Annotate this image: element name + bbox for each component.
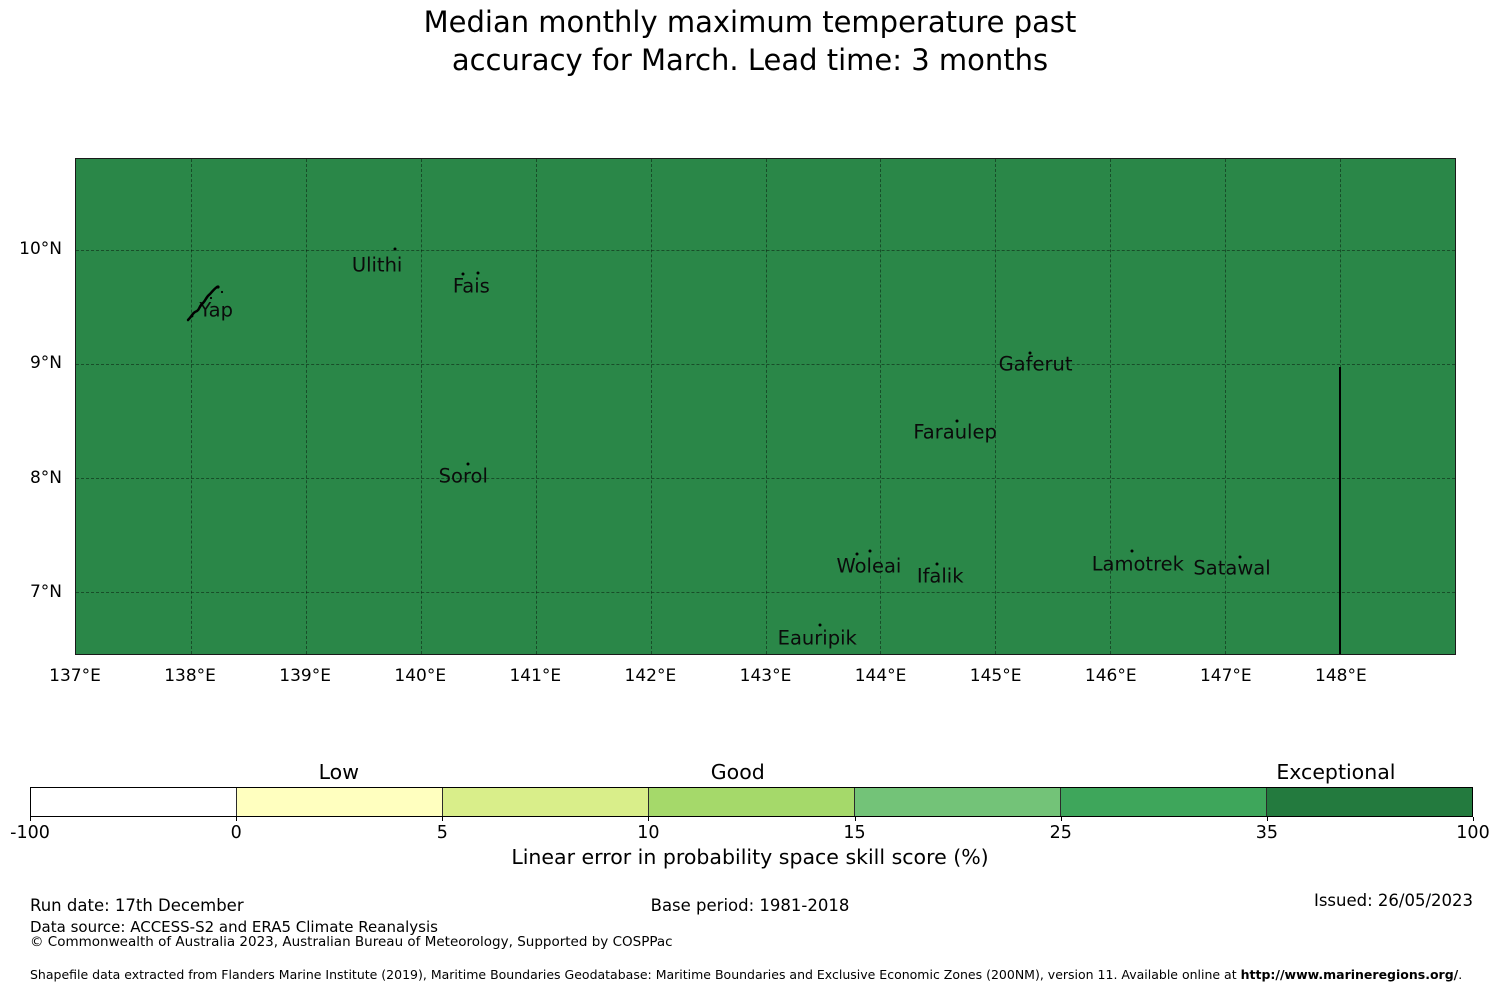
colorbar-segment (1060, 788, 1266, 816)
shapefile-attribution-suffix: . (1458, 967, 1463, 982)
meridian-gridline (1225, 159, 1227, 654)
meridian-gridline (305, 159, 307, 654)
figure-title: Median monthly maximum temperature past … (423, 5, 1077, 77)
colorbar-segment (1266, 788, 1472, 816)
colorbar-category-label: Exceptional (1276, 760, 1396, 784)
copyright-text: © Commonwealth of Australia 2023, Austra… (30, 934, 673, 950)
island-marker-dot (1028, 351, 1032, 355)
colorbar-tick (648, 817, 650, 821)
colorbar-tick (1266, 817, 1268, 821)
island-marker-dot (855, 552, 859, 556)
longitude-axis: 137°E 138°E 139°E 140°E 141°E 142°E 143°E 144°E… (49, 660, 1456, 688)
latitude-tick-label: 8°N (29, 467, 62, 488)
island-marker-dot (461, 272, 465, 276)
colorbar-tick (236, 817, 238, 821)
run-date-text: Run date: 17th December (30, 896, 244, 915)
shapefile-attribution-text: Shapefile data extracted from Flanders M… (30, 967, 1462, 982)
data-source-text: Data source: ACCESS-S2 and ERA5 Climate … (30, 918, 438, 936)
colorbar-tick-label: 10 (637, 823, 660, 843)
meridian-gridline (1110, 159, 1112, 654)
colorbar-tick-label: 35 (1255, 823, 1278, 843)
island-marker-dot (935, 562, 939, 566)
island-label: Ifalik (916, 564, 964, 588)
parallel-gridline (76, 364, 1455, 366)
meridian-gridline (535, 159, 537, 654)
island-label: Gaferut (998, 352, 1073, 376)
base-period-text: Base period: 1981-2018 (650, 896, 850, 915)
longitude-tick-label: 141°E (509, 666, 562, 686)
meridian-gridline (420, 159, 422, 654)
meridian-gridline (650, 159, 652, 654)
island-label: Faraulep (913, 420, 997, 444)
colorbar-segment (648, 788, 854, 816)
longitude-tick-label: 145°E (969, 666, 1022, 686)
issued-date-text: Issued: 26/05/2023 (1313, 891, 1473, 910)
colorbar-segment (31, 788, 236, 816)
map-canvas: Yap Ulithi Fais Sorol Gaferut Faraulep Woleai I… (75, 158, 1456, 655)
colorbar-tick-label: 0 (230, 823, 242, 843)
island-label: Yap (199, 298, 233, 322)
yap-island-outline-icon (186, 285, 224, 322)
colorbar-tick (30, 817, 31, 821)
longitude-tick-label: 147°E (1199, 666, 1252, 686)
colorbar: -100 0 5 10 15 25 35 100 Low Good Exceptional (10, 760, 1490, 863)
island-label: Ulithi (351, 253, 403, 277)
longitude-tick-label: 138°E (164, 666, 216, 686)
parallel-gridline (76, 250, 1455, 252)
island-marker-dot (955, 419, 959, 423)
longitude-tick-label: 137°E (49, 666, 101, 686)
colorbar-tick (854, 817, 856, 821)
longitude-tick-label: 146°E (1084, 666, 1137, 686)
longitude-tick-label: 148°E (1315, 666, 1367, 686)
meridian-gridline (765, 159, 767, 654)
island-label: Satawal (1193, 556, 1271, 580)
colorbar-tick (1473, 817, 1474, 821)
colorbar-tick-label: 25 (1049, 823, 1072, 843)
island-marker-dot (393, 247, 397, 251)
latitude-tick-label: 9°N (29, 353, 62, 374)
colorbar-tick (442, 817, 444, 821)
meridian-gridline (190, 159, 192, 654)
island-label: Lamotrek (1091, 552, 1184, 576)
parallel-gridline (76, 478, 1455, 480)
colorbar-tick (1060, 817, 1062, 821)
longitude-tick-label: 143°E (739, 666, 792, 686)
island-label: Sorol (438, 464, 488, 488)
yap-island-shape (184, 284, 226, 328)
longitude-tick-label: 142°E (624, 666, 677, 686)
shapefile-attribution-body: Shapefile data extracted from Flanders M… (30, 967, 1241, 982)
colorbar-segment (442, 788, 648, 816)
island-marker-dot (476, 271, 480, 275)
colorbar-gradient (30, 787, 1473, 817)
longitude-tick-label: 139°E (279, 666, 332, 686)
colorbar-category-label: Good (710, 760, 765, 784)
longitude-tick-label: 140°E (394, 666, 447, 686)
latitude-tick-label: 7°N (29, 582, 62, 603)
island-marker-dot (466, 462, 470, 466)
island-label: Woleai (836, 554, 902, 578)
marineregions-url: http://www.marineregions.org/ (1240, 967, 1459, 982)
island-marker-dot (1130, 549, 1134, 553)
colorbar-tick-label: -100 (10, 823, 50, 843)
colorbar-tick-label: 5 (436, 823, 448, 843)
colorbar-axis-label: Linear error in probability space skill … (511, 845, 989, 869)
eez-boundary-line (1338, 366, 1341, 654)
meridian-gridline (995, 159, 997, 654)
island-label: Fais (452, 274, 490, 298)
colorbar-category-label: Low (318, 760, 359, 784)
island-label: Eauripik (777, 626, 857, 650)
colorbar-segment (236, 788, 442, 816)
meridian-gridline (880, 159, 882, 654)
longitude-tick-label: 144°E (854, 666, 907, 686)
island-marker-dot (868, 549, 872, 553)
island-marker-dot (1238, 555, 1242, 559)
colorbar-tick-label: 100 (1456, 823, 1490, 843)
colorbar-tick-label: 15 (843, 823, 866, 843)
island-marker-dot (818, 623, 821, 627)
latitude-tick-label: 10°N (19, 238, 62, 259)
parallel-gridline (76, 592, 1455, 594)
colorbar-segment (854, 788, 1060, 816)
